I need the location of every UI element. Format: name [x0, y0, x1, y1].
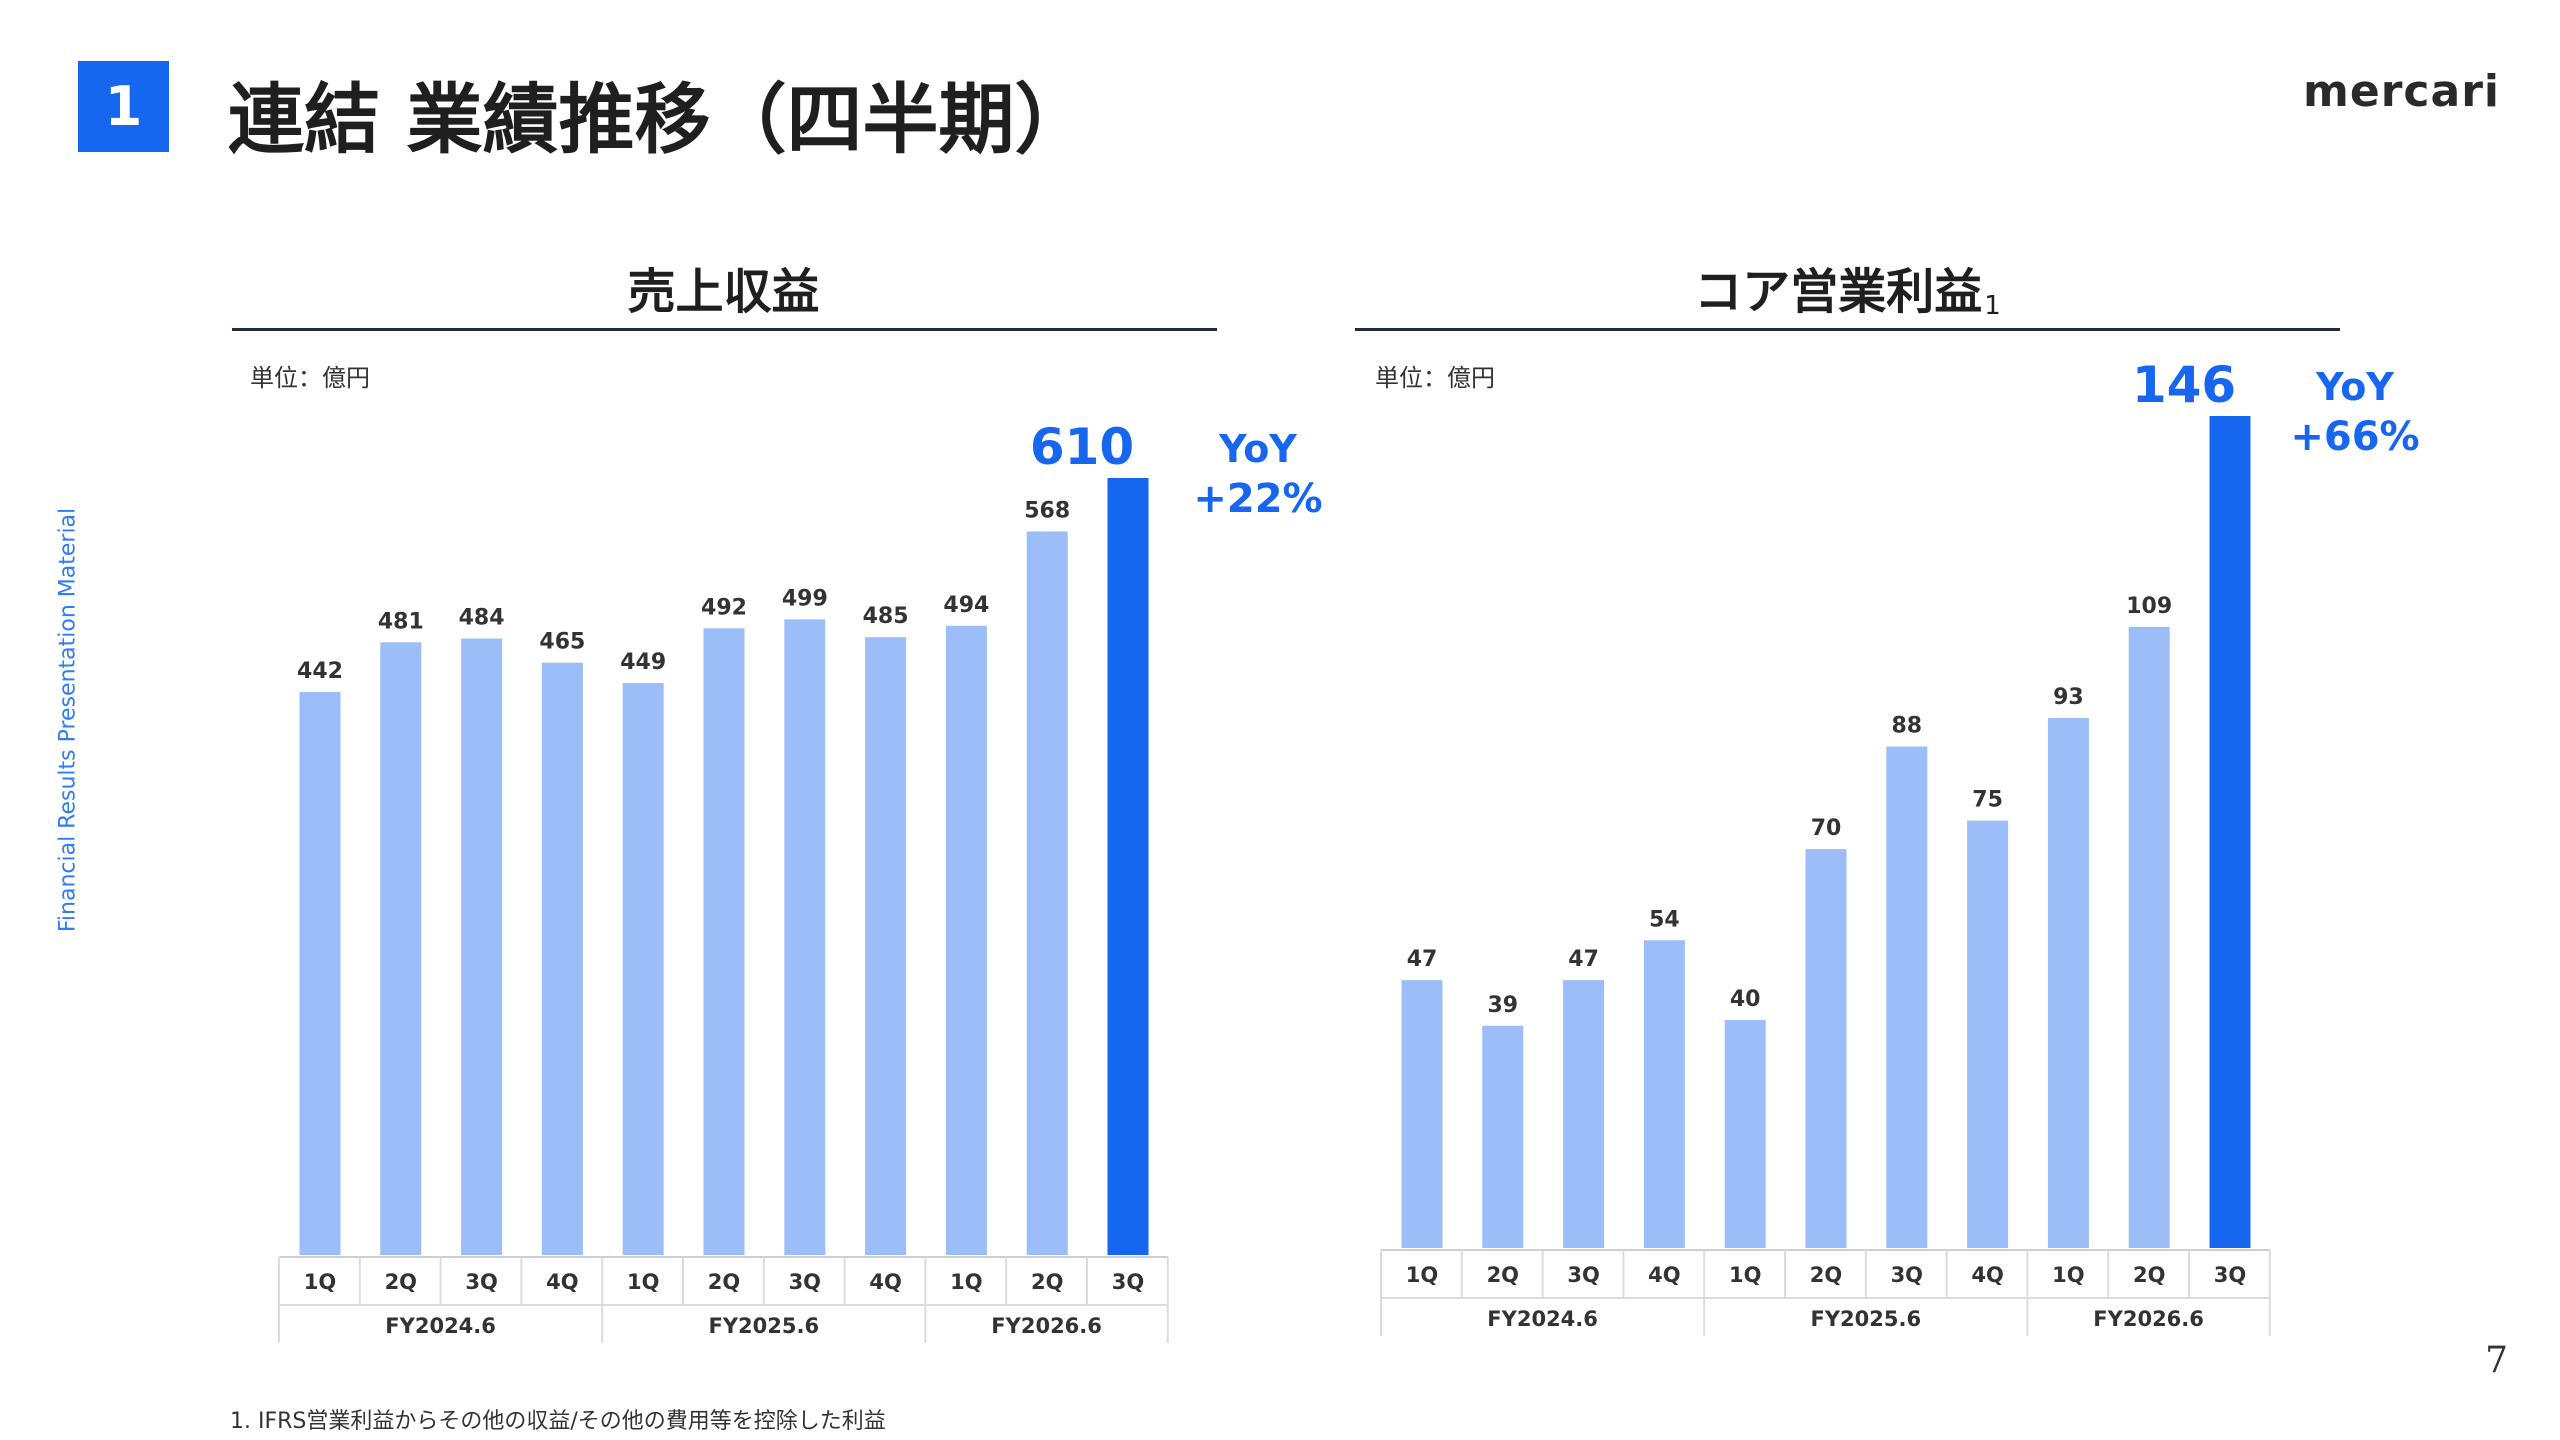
revenue-yoy-value: +22%	[1193, 476, 1322, 522]
core-op-profit-category-label: 4Q	[1971, 1263, 2003, 1287]
revenue-data-label: 449	[620, 650, 666, 675]
core-op-profit-data-label: 93	[2053, 685, 2084, 710]
page-title: 連結 業績推移（四半期）	[228, 75, 1091, 164]
core-op-profit-category-label: 1Q	[2052, 1263, 2084, 1287]
revenue-data-label: 481	[378, 609, 424, 634]
revenue-category-label: 2Q	[708, 1270, 740, 1294]
revenue-bar	[541, 662, 583, 1255]
core-op-profit-chart-title-text: コア営業利益	[1694, 264, 1983, 320]
revenue-category-label: 3Q	[1112, 1270, 1144, 1294]
revenue-category-label: 1Q	[950, 1270, 982, 1294]
core-op-profit-bar	[1563, 980, 1605, 1248]
revenue-chart-title: 売上収益	[232, 252, 1217, 322]
footnote: 1. IFRS営業利益からその他の収益/その他の費用等を控除した利益	[230, 1409, 886, 1434]
core-op-profit-bar	[2047, 718, 2089, 1248]
revenue-data-label: 499	[782, 586, 828, 611]
revenue-group-label: FY2026.6	[991, 1314, 1102, 1338]
core-op-profit-bar	[1724, 1020, 1766, 1248]
core-op-profit-category-label: 2Q	[1810, 1263, 1842, 1287]
revenue-category-label: 3Q	[789, 1270, 821, 1294]
core-op-profit-data-label: 75	[1972, 788, 2003, 813]
core-op-profit-category-label: 3Q	[2214, 1263, 2246, 1287]
core-op-profit-data-label: 54	[1649, 907, 1680, 932]
section-number-badge: 1	[78, 61, 169, 152]
revenue-bar	[784, 619, 826, 1255]
core-op-profit-bar	[1886, 746, 1928, 1248]
revenue-data-label: 494	[943, 593, 989, 618]
revenue-bar	[299, 691, 341, 1255]
revenue-category-label: 1Q	[627, 1270, 659, 1294]
core-op-profit-category-label: 1Q	[1729, 1263, 1761, 1287]
side-label: Financial Results Presentation Material	[55, 507, 81, 933]
core-op-profit-data-label: 70	[1811, 816, 1842, 841]
revenue-data-label: 442	[297, 659, 343, 684]
revenue-group-label: FY2024.6	[385, 1314, 496, 1338]
revenue-bar	[1026, 531, 1068, 1255]
revenue-bar	[1107, 478, 1149, 1255]
core-op-profit-category-label: 3Q	[1567, 1263, 1599, 1287]
revenue-bar	[865, 637, 907, 1255]
revenue-bar	[461, 638, 503, 1255]
core-op-profit-yoy-label: YoY	[2315, 365, 2394, 409]
revenue-category-label: 2Q	[1031, 1270, 1063, 1294]
revenue-unit-label: 単位：億円	[250, 364, 370, 392]
core-op-profit-data-label: 47	[1568, 947, 1599, 972]
revenue-group-label: FY2025.6	[709, 1314, 820, 1338]
core-op-profit-yoy-value: +66%	[2290, 414, 2419, 460]
core-op-profit-category-label: 4Q	[1648, 1263, 1680, 1287]
revenue-category-label: 3Q	[465, 1270, 497, 1294]
core-op-profit-data-label: 109	[2126, 594, 2172, 619]
core-op-profit-data-label: 40	[1730, 987, 1761, 1012]
mercari-logo: mercari	[2303, 66, 2500, 117]
core-op-profit-bar	[2209, 416, 2251, 1248]
core-op-profit-bar	[1401, 980, 1443, 1248]
core-op-profit-bar	[1967, 820, 2009, 1248]
revenue-chart-title-text: 売上収益	[627, 264, 820, 320]
core-op-profit-data-label: 88	[1891, 714, 1922, 739]
core-op-profit-category-label: 1Q	[1406, 1263, 1438, 1287]
core-op-profit-category-label: 2Q	[2133, 1263, 2165, 1287]
core-op-profit-bar	[2128, 626, 2170, 1248]
revenue-data-label: 610	[1030, 418, 1134, 476]
core-op-profit-unit-label: 単位：億円	[1375, 364, 1495, 392]
revenue-data-label: 492	[701, 595, 747, 620]
revenue-category-label: 2Q	[385, 1270, 417, 1294]
core-op-profit-data-label: 47	[1407, 947, 1438, 972]
revenue-data-label: 484	[459, 605, 505, 630]
core-op-profit-footnote-marker: 1	[1984, 291, 2001, 321]
revenue-title-rule	[232, 328, 1217, 331]
page-number: 7	[2485, 1340, 2508, 1381]
core-op-profit-group-label: FY2024.6	[1487, 1307, 1598, 1331]
revenue-bar	[945, 625, 987, 1255]
core-op-profit-group-label: FY2025.6	[1811, 1307, 1922, 1331]
core-op-profit-category-label: 2Q	[1487, 1263, 1519, 1287]
revenue-data-label: 568	[1024, 498, 1070, 523]
core-op-profit-bar	[1805, 849, 1847, 1248]
revenue-yoy-label: YoY	[1218, 427, 1297, 471]
revenue-bar	[622, 683, 664, 1255]
revenue-category-label: 4Q	[869, 1270, 901, 1294]
revenue-data-label: 465	[539, 630, 585, 655]
core-op-profit-category-label: 3Q	[1891, 1263, 1923, 1287]
core-op-profit-bar	[1643, 940, 1685, 1248]
core-op-profit-title-rule	[1355, 328, 2340, 331]
core-op-profit-data-label: 146	[2132, 356, 2236, 414]
revenue-bar	[703, 628, 745, 1255]
core-op-profit-chart-title: コア営業利益1	[1355, 252, 2340, 322]
core-op-profit-group-label: FY2026.6	[2093, 1307, 2204, 1331]
core-op-profit-bar	[1482, 1025, 1524, 1248]
core-op-profit-data-label: 39	[1487, 993, 1518, 1018]
revenue-category-label: 1Q	[304, 1270, 336, 1294]
revenue-category-label: 4Q	[546, 1270, 578, 1294]
revenue-data-label: 485	[863, 604, 909, 629]
revenue-bar	[380, 642, 422, 1255]
